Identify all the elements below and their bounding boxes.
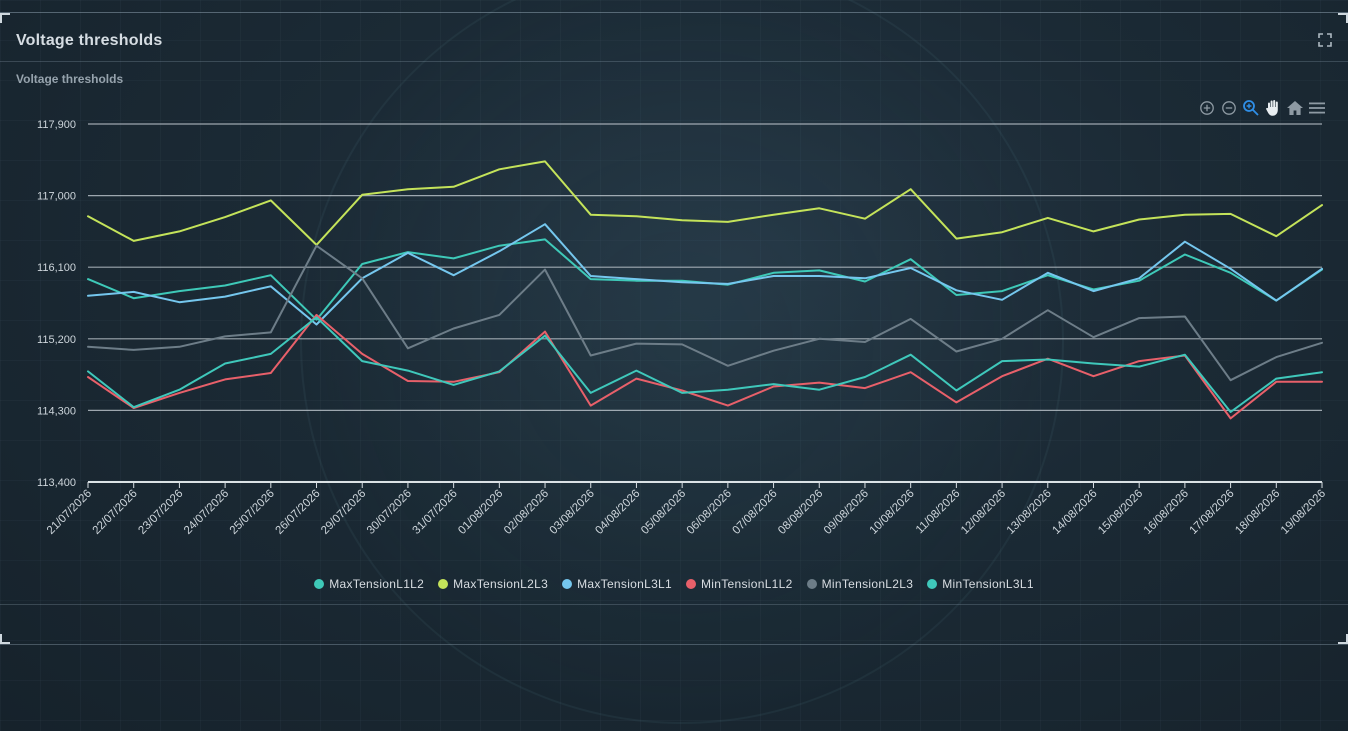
y-tick-label: 113,400 xyxy=(37,477,76,489)
x-tick-label: 24/07/2026 xyxy=(182,488,231,537)
chart-panel: Voltage thresholds Voltage thresholds xyxy=(0,12,1348,645)
selection-zoom-icon[interactable] xyxy=(1242,99,1260,117)
x-tick-label: 21/07/2026 xyxy=(45,488,94,537)
legend-marker xyxy=(562,579,573,589)
x-tick-label: 13/08/2026 xyxy=(1005,488,1054,537)
x-tick-label: 16/08/2026 xyxy=(1142,488,1191,537)
fullscreen-icon[interactable] xyxy=(1318,33,1332,47)
chart-title: Voltage thresholds xyxy=(16,72,124,86)
panel-header: Voltage thresholds xyxy=(0,13,1348,62)
chart-container: Voltage thresholds xyxy=(0,61,1348,605)
x-tick-label: 07/08/2026 xyxy=(730,488,779,537)
chart-toolbar xyxy=(1198,98,1326,118)
x-tick-label: 30/07/2026 xyxy=(365,488,414,537)
legend-label: MaxTensionL1L2 xyxy=(329,577,425,591)
legend-item-maxtensionl2l3[interactable]: MaxTensionL2L3 xyxy=(438,577,548,591)
x-tick-label: 05/08/2026 xyxy=(639,488,688,537)
y-tick-label: 115,200 xyxy=(37,334,76,346)
legend-item-maxtensionl1l2[interactable]: MaxTensionL1L2 xyxy=(314,577,424,591)
legend-marker xyxy=(314,579,325,589)
x-tick-label: 10/08/2026 xyxy=(868,488,917,537)
home-icon[interactable] xyxy=(1286,99,1304,117)
legend-label: MinTensionL2L3 xyxy=(821,577,914,591)
x-tick-label: 08/08/2026 xyxy=(776,488,825,537)
y-tick-label: 117,900 xyxy=(37,119,76,131)
x-tick-label: 06/08/2026 xyxy=(685,488,734,537)
chart-legend: MaxTensionL1L2 MaxTensionL2L3 MaxTensionL3… xyxy=(0,577,1348,591)
x-tick-label: 11/08/2026 xyxy=(914,488,963,537)
legend-marker xyxy=(438,579,449,589)
panel-corner-bottom-right xyxy=(1338,634,1348,644)
series-line-mintensionl3l1 xyxy=(87,316,1323,413)
legend-marker xyxy=(806,579,817,589)
y-tick-label: 117,000 xyxy=(37,191,76,203)
x-tick-label: 23/07/2026 xyxy=(136,488,185,537)
x-tick-label: 25/07/2026 xyxy=(228,488,277,537)
legend-label: MinTensionL1L2 xyxy=(701,577,793,591)
legend-item-mintensionl2l3[interactable]: MinTensionL2L3 xyxy=(806,577,914,591)
x-tick-label: 26/07/2026 xyxy=(273,488,322,537)
x-tick-label: 14/08/2026 xyxy=(1050,488,1099,537)
pan-hand-icon[interactable] xyxy=(1264,99,1282,117)
series-line-maxtensionl3l1 xyxy=(87,223,1323,326)
series-line-maxtensionl2l3 xyxy=(87,160,1323,246)
panel-corner-bottom-left xyxy=(0,634,10,644)
panel-corner-top-right xyxy=(1338,13,1348,23)
y-tick-label: 116,100 xyxy=(37,262,76,274)
panel-title: Voltage thresholds xyxy=(16,32,163,49)
x-tick-label: 19/08/2026 xyxy=(1279,488,1328,537)
x-tick-label: 12/08/2026 xyxy=(959,488,1008,537)
x-tick-label: 31/07/2026 xyxy=(411,488,460,537)
x-tick-label: 22/07/2026 xyxy=(91,488,140,537)
x-tick-label: 18/08/2026 xyxy=(1233,488,1282,537)
zoom-out-icon[interactable] xyxy=(1220,99,1238,117)
legend-label: MaxTensionL2L3 xyxy=(453,577,549,591)
legend-label: MinTensionL3L1 xyxy=(942,577,1034,591)
legend-marker xyxy=(686,579,697,589)
x-tick-label: 01/08/2026 xyxy=(456,488,505,537)
legend-item-mintensionl1l2[interactable]: MinTensionL1L2 xyxy=(686,577,793,591)
x-tick-label: 03/08/2026 xyxy=(548,488,597,537)
legend-label: MaxTensionL3L1 xyxy=(577,577,673,591)
x-tick-label: 17/08/2026 xyxy=(1188,488,1237,537)
zoom-in-icon[interactable] xyxy=(1198,99,1216,117)
x-tick-label: 15/08/2026 xyxy=(1096,488,1145,537)
y-tick-label: 114,300 xyxy=(37,405,76,417)
line-chart: 113,400 114,300 115,200 116,100 117,000 117,9… xyxy=(37,119,1328,537)
menu-icon[interactable] xyxy=(1308,99,1326,117)
legend-item-maxtensionl3l1[interactable]: MaxTensionL3L1 xyxy=(562,577,672,591)
x-tick-label: 04/08/2026 xyxy=(593,488,642,537)
panel-corner-top-left xyxy=(0,13,10,23)
legend-marker xyxy=(927,579,938,589)
legend-item-mintensionl3l1[interactable]: MinTensionL3L1 xyxy=(927,577,1034,591)
x-tick-label: 29/07/2026 xyxy=(319,488,368,537)
x-tick-label: 02/08/2026 xyxy=(502,488,551,537)
series-line-mintensionl1l2 xyxy=(87,313,1323,420)
series-line-mintensionl2l3 xyxy=(87,244,1323,382)
x-tick-label: 09/08/2026 xyxy=(822,488,871,537)
